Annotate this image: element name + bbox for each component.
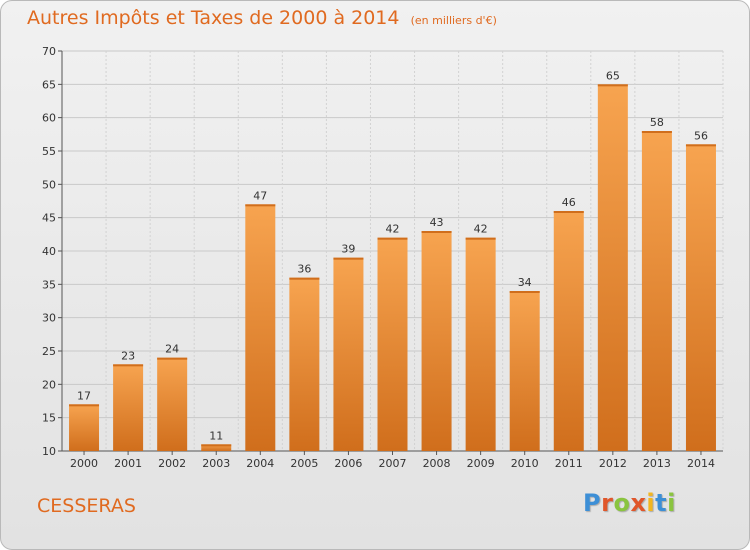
- x-tick-label-2009: 2009: [467, 457, 495, 470]
- bar-top-edge: [157, 357, 188, 360]
- x-tick-label-2012: 2012: [599, 457, 627, 470]
- data-label-2013: 58: [650, 116, 664, 129]
- y-tick-label: 60: [42, 112, 56, 125]
- x-tick-label-2002: 2002: [158, 457, 186, 470]
- x-tick-label-2007: 2007: [379, 457, 407, 470]
- y-tick-label: 35: [42, 278, 56, 291]
- bar-2004: [245, 204, 276, 451]
- bar-top-edge: [377, 237, 408, 240]
- data-label-2012: 65: [606, 69, 620, 82]
- commune-name: CESSERAS: [37, 495, 136, 517]
- y-tick-label: 50: [42, 178, 56, 191]
- x-tick-label-2010: 2010: [511, 457, 539, 470]
- bar-top-edge: [245, 204, 276, 207]
- x-tick-label-2001: 2001: [114, 457, 142, 470]
- chart-title: Autres Impôts et Taxes de 2000 à 2014 (e…: [27, 7, 497, 29]
- bar-top-edge: [685, 144, 716, 147]
- data-label-2002: 24: [165, 343, 179, 356]
- y-tick-label: 25: [42, 345, 56, 358]
- proxiti-logo: Proxiti: [583, 489, 676, 517]
- logo-letter: r: [601, 489, 614, 517]
- logo-letter: t: [655, 489, 668, 517]
- labels: 10 15 20 25 30 35 40 45 50 55 60 65 70 17 2000 23 2001 24…: [42, 45, 715, 470]
- x-tick-label-2006: 2006: [334, 457, 362, 470]
- data-label-2003: 11: [209, 429, 223, 442]
- data-label-2010: 34: [518, 276, 532, 289]
- bar-2006: [333, 257, 364, 451]
- y-tick-label: 10: [42, 445, 56, 458]
- bar-2001: [113, 364, 144, 451]
- y-tick-label: 55: [42, 145, 56, 158]
- data-label-2001: 23: [121, 349, 135, 362]
- bar-top-edge: [553, 211, 584, 213]
- logo-letter: i: [667, 489, 676, 517]
- bar-top-edge: [597, 84, 628, 87]
- bar-top-edge: [421, 231, 452, 233]
- x-tick-label-2014: 2014: [687, 457, 715, 470]
- logo-letter: i: [646, 489, 656, 517]
- bar-2008: [421, 231, 452, 451]
- logo-letter: P: [583, 489, 602, 517]
- bar-top-edge: [333, 257, 364, 260]
- bar-top-edge: [201, 444, 232, 447]
- bar-top-edge: [69, 404, 100, 407]
- data-label-2011: 46: [562, 196, 576, 209]
- bar-top-edge: [289, 277, 320, 280]
- logo-letter: o: [613, 489, 631, 517]
- y-tick-label: 45: [42, 212, 56, 225]
- bar-2007: [377, 237, 408, 451]
- bars: [69, 84, 716, 452]
- bar-2011: [553, 211, 584, 451]
- data-label-2006: 39: [341, 243, 355, 256]
- data-label-2000: 17: [77, 389, 91, 402]
- bar-top-edge: [641, 131, 672, 133]
- x-tick-label-2003: 2003: [202, 457, 230, 470]
- bar-2003: [201, 444, 232, 451]
- bar-2000: [69, 404, 100, 451]
- data-label-2008: 43: [430, 216, 444, 229]
- bar-2013: [641, 131, 672, 451]
- y-tick-label: 70: [42, 45, 56, 58]
- bar-2012: [597, 84, 628, 451]
- y-tick-label: 30: [42, 312, 56, 325]
- bar-top-edge: [465, 237, 496, 240]
- x-tick-label-2004: 2004: [246, 457, 274, 470]
- data-label-2007: 42: [386, 223, 400, 236]
- chart-unit: (en milliers d'€): [410, 14, 497, 27]
- x-tick-label-2008: 2008: [423, 457, 451, 470]
- data-label-2009: 42: [474, 223, 488, 236]
- bar-2002: [157, 357, 188, 451]
- bar-2005: [289, 277, 320, 451]
- data-label-2004: 47: [253, 189, 267, 202]
- bar-2014: [685, 144, 716, 452]
- y-tick-label: 40: [42, 245, 56, 258]
- logo-letter: x: [630, 489, 647, 517]
- bar-top-edge: [509, 291, 540, 293]
- x-tick-label-2013: 2013: [643, 457, 671, 470]
- data-label-2005: 36: [297, 263, 311, 276]
- y-tick-label: 15: [42, 412, 56, 425]
- chart-title-text: Autres Impôts et Taxes de 2000 à 2014: [27, 7, 400, 29]
- y-tick-label: 20: [42, 378, 56, 391]
- bar-top-edge: [113, 364, 144, 367]
- bar-2010: [509, 291, 540, 451]
- x-tick-label-2000: 2000: [70, 457, 98, 470]
- data-label-2014: 56: [694, 129, 708, 142]
- x-tick-label-2011: 2011: [555, 457, 583, 470]
- bar-2009: [465, 237, 496, 451]
- y-tick-label: 65: [42, 78, 56, 91]
- x-tick-label-2005: 2005: [290, 457, 318, 470]
